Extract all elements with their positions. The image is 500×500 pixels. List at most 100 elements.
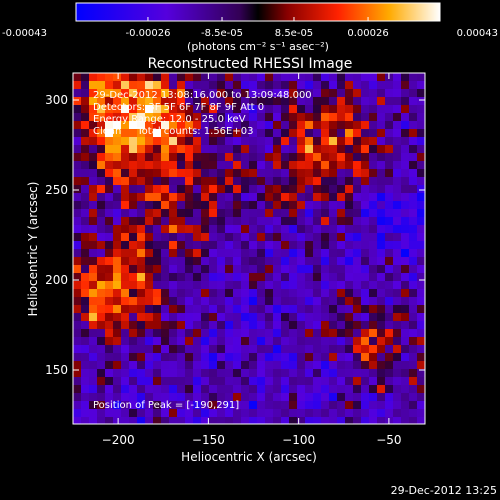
heatmap-cell: [257, 233, 266, 242]
heatmap-cell: [313, 393, 322, 402]
heatmap-cell: [329, 361, 338, 370]
heatmap-cell: [417, 201, 425, 210]
heatmap-cell: [385, 209, 394, 218]
heatmap-cell: [345, 377, 354, 386]
plot-frame: [72, 72, 426, 425]
heatmap-cell: [273, 81, 282, 90]
heatmap-cell: [121, 121, 130, 130]
heatmap-cell: [361, 145, 370, 154]
heatmap-cell: [129, 137, 138, 146]
heatmap-cell: [321, 233, 330, 242]
heatmap-cell: [417, 73, 425, 82]
heatmap-cell: [145, 361, 154, 370]
heatmap-cell: [217, 313, 226, 322]
heatmap-cell: [145, 81, 154, 90]
heatmap-cell: [201, 345, 210, 354]
heatmap-cell: [113, 121, 122, 130]
heatmap-cell: [241, 297, 250, 306]
heatmap-cell: [417, 361, 425, 370]
heatmap-cell: [281, 209, 290, 218]
heatmap-cell: [161, 265, 170, 274]
heatmap-cell: [161, 305, 170, 314]
heatmap-cell: [377, 177, 386, 186]
heatmap-cell: [313, 329, 322, 338]
heatmap-cell: [73, 361, 82, 370]
heatmap-cell: [385, 345, 394, 354]
heatmap-cell: [369, 97, 378, 106]
heatmap-cell: [97, 161, 106, 170]
heatmap-cell: [257, 185, 266, 194]
heatmap-cell: [225, 105, 234, 114]
heatmap-cell: [353, 105, 362, 114]
heatmap-cell: [169, 201, 178, 210]
heatmap-cell: [329, 321, 338, 330]
heatmap-cell: [401, 225, 410, 234]
heatmap-cell: [129, 73, 138, 82]
heatmap-cell: [201, 145, 210, 154]
heatmap-cell: [369, 217, 378, 226]
heatmap-cell: [329, 281, 338, 290]
heatmap-cell: [105, 273, 114, 282]
heatmap-cell: [169, 121, 178, 130]
heatmap-cell: [161, 393, 170, 402]
heatmap-cell: [81, 241, 90, 250]
heatmap-cell: [401, 289, 410, 298]
heatmap-cell: [185, 393, 194, 402]
heatmap-cell: [313, 257, 322, 266]
heatmap-cell: [393, 241, 402, 250]
heatmap-cell: [121, 329, 130, 338]
heatmap-cell: [185, 289, 194, 298]
heatmap-cell: [97, 153, 106, 162]
heatmap-cell: [73, 409, 82, 418]
heatmap-cell: [377, 89, 386, 98]
heatmap-cell: [241, 233, 250, 242]
heatmap-cell: [361, 81, 370, 90]
heatmap-cell: [385, 337, 394, 346]
heatmap-cell: [313, 361, 322, 370]
heatmap-cell: [81, 185, 90, 194]
heatmap-cell: [81, 321, 90, 330]
heatmap-cell: [393, 169, 402, 178]
heatmap-cell: [169, 185, 178, 194]
heatmap-cell: [329, 265, 338, 274]
heatmap-cell: [73, 121, 82, 130]
heatmap-cell: [209, 297, 218, 306]
heatmap-cell: [89, 257, 98, 266]
heatmap-cell: [105, 345, 114, 354]
heatmap-cell: [241, 225, 250, 234]
heatmap-cell: [209, 393, 218, 402]
heatmap-cell: [289, 89, 298, 98]
heatmap-cell: [329, 81, 338, 90]
heatmap-cell: [89, 209, 98, 218]
heatmap-cell: [217, 361, 226, 370]
heatmap-cell: [417, 273, 425, 282]
heatmap-cell: [209, 193, 218, 202]
heatmap-cell: [329, 393, 338, 402]
heatmap-cell: [161, 281, 170, 290]
heatmap-cell: [369, 225, 378, 234]
heatmap-cell: [393, 289, 402, 298]
heatmap-cell: [297, 329, 306, 338]
heatmap-cell: [305, 345, 314, 354]
heatmap-cell: [89, 169, 98, 178]
heatmap-cell: [73, 377, 82, 386]
heatmap-cell: [113, 217, 122, 226]
heatmap-cell: [273, 289, 282, 298]
heatmap-cell: [233, 281, 242, 290]
heatmap-cell: [113, 209, 122, 218]
heatmap-cell: [281, 121, 290, 130]
heatmap-cell: [145, 233, 154, 242]
heatmap-cell: [217, 217, 226, 226]
heatmap-cell: [89, 145, 98, 154]
heatmap-cell: [417, 337, 425, 346]
heatmap-cell: [393, 161, 402, 170]
heatmap-cell: [145, 281, 154, 290]
heatmap-cell: [217, 409, 226, 418]
heatmap-cell: [129, 265, 138, 274]
heatmap-cell: [321, 385, 330, 394]
heatmap-cell: [361, 161, 370, 170]
heatmap-cell: [313, 177, 322, 186]
heatmap-cell: [385, 185, 394, 194]
heatmap-cell: [89, 353, 98, 362]
